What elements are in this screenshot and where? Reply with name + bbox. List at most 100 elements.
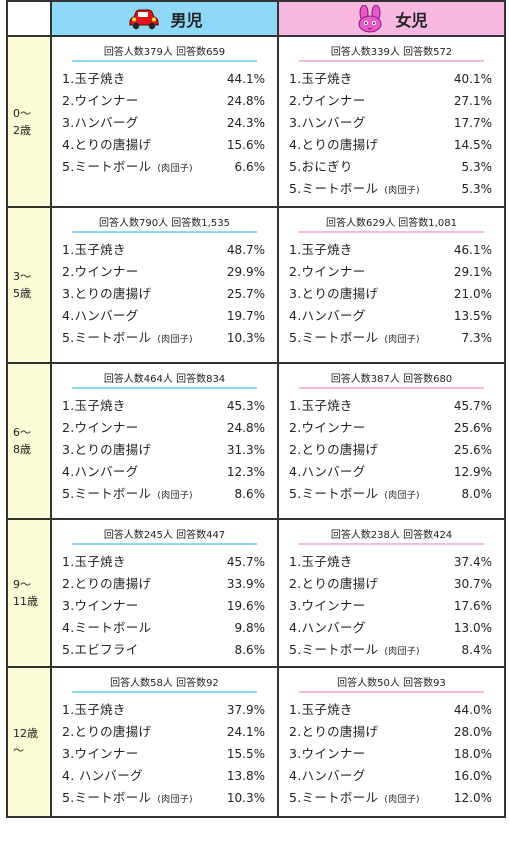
boy-ranking-cell: 回答人数790人 回答数1,535 1.玉子焼き 48.7% 2.ウインナー 29.9%… <box>50 206 279 364</box>
ranking-item: 2.ウインナー 29.9% <box>62 261 265 283</box>
ranking-item-label: 5.ミートボール (肉団子) <box>62 787 193 811</box>
age-cell: 12歳 ～ <box>6 666 52 818</box>
item-name: ミートボール <box>74 486 152 501</box>
age-label: 0～ 2歳 <box>13 106 31 137</box>
item-name: とりの唐揚げ <box>74 576 152 591</box>
boy-ranking-content: 回答人数245人 回答数447 1.玉子焼き 45.7% 2.とりの唐揚げ 33.9% 3… <box>52 520 277 661</box>
item-percentage: 24.3% <box>226 116 265 130</box>
ranking-item: 1.玉子焼き 48.7% <box>62 239 265 261</box>
rank-number: 1. <box>289 242 302 257</box>
item-name: 玉子焼き <box>301 71 353 86</box>
age-cell: 0～ 2歳 <box>6 35 52 208</box>
girl-ranking-cell: 回答人数387人 回答数680 1.玉子焼き 45.7% 2.ウインナー 25.6% 2.… <box>277 362 506 520</box>
ranking-item: 4.ハンバーグ 12.9% <box>289 461 492 483</box>
item-name: ミートボール <box>301 642 379 657</box>
item-percentage: 8.6% <box>234 487 266 501</box>
ranking-item-label: 2.ウインナー <box>62 261 139 282</box>
ranking-item-label: 1.玉子焼き <box>62 68 126 89</box>
boy-ranking-content: 回答人数58人 回答数92 1.玉子焼き 37.9% 2.とりの唐揚げ 24.1% 3.ウ… <box>52 668 277 811</box>
ranking-item: 2.とりの唐揚げ 30.7% <box>289 573 492 595</box>
item-name: ウインナー <box>74 93 139 108</box>
rank-number: 2. <box>289 442 302 457</box>
item-name: ミートボール <box>74 159 152 174</box>
ranking-item-label: 5.エビフライ <box>62 639 139 660</box>
rank-number: 1. <box>289 554 302 569</box>
ranking-item: 4.ミートボール 9.8% <box>62 617 265 639</box>
rank-number: 2. <box>289 724 302 739</box>
ranking-item-label: 5.ミートボール (肉団子) <box>62 483 193 507</box>
ranking-item: 5.おにぎり 5.3% <box>289 156 492 178</box>
item-percentage: 7.3% <box>461 331 493 345</box>
respondent-summary: 回答人数379人 回答数659 <box>72 43 257 62</box>
respondent-summary: 回答人数629人 回答数1,081 <box>299 214 484 233</box>
item-percentage: 21.0% <box>453 287 492 301</box>
item-percentage: 27.1% <box>453 94 492 108</box>
item-percentage: 25.7% <box>226 287 265 301</box>
car-icon <box>129 9 159 29</box>
respondent-summary: 回答人数238人 回答数424 <box>299 526 484 545</box>
ranking-item: 2.とりの唐揚げ 25.6% <box>289 439 492 461</box>
item-name: ウインナー <box>74 746 139 761</box>
ranking-item-label: 1.玉子焼き <box>62 551 126 572</box>
rank-number: 4. <box>289 464 302 479</box>
rank-number: 2. <box>62 576 75 591</box>
item-name: とりの唐揚げ <box>301 442 379 457</box>
ranking-item: 3.ハンバーグ 24.3% <box>62 112 265 134</box>
ranking-item: 1.玉子焼き 37.4% <box>289 551 492 573</box>
item-name: ウインナー <box>301 598 366 613</box>
ranking-item-label: 2.ウインナー <box>289 90 366 111</box>
ranking-item: 4.とりの唐揚げ 14.5% <box>289 134 492 156</box>
item-name: 玉子焼き <box>301 398 353 413</box>
item-percentage: 13.5% <box>453 309 492 323</box>
item-name: 玉子焼き <box>74 702 126 717</box>
ranking-item-label: 3.ハンバーグ <box>62 112 139 133</box>
item-percentage: 24.8% <box>226 421 265 435</box>
rank-number: 2. <box>289 420 302 435</box>
age-group-row: 9～ 11歳 回答人数245人 回答数447 1.玉子焼き 45.7% 2.とりの唐揚げ… <box>6 518 506 668</box>
age-label: 3～ 5歳 <box>13 270 31 300</box>
boy-ranking-content: 回答人数379人 回答数659 1.玉子焼き 44.1% 2.ウインナー 24.8% 3.… <box>52 37 277 180</box>
rank-number: 4. <box>62 620 75 635</box>
item-percentage: 10.3% <box>226 331 265 345</box>
item-name: ハンバーグ <box>74 308 139 323</box>
ranking-item: 2.ウインナー 27.1% <box>289 90 492 112</box>
item-percentage: 14.5% <box>453 138 492 152</box>
ranking-item: 4.ハンバーグ 16.0% <box>289 765 492 787</box>
ranking-item-label: 1.玉子焼き <box>62 395 126 416</box>
rank-number: 5. <box>62 642 75 657</box>
item-percentage: 33.9% <box>226 577 265 591</box>
ranking-item-label: 2.とりの唐揚げ <box>62 573 151 594</box>
ranking-item: 5.ミートボール (肉団子) 5.3% <box>289 178 492 202</box>
rank-number: 1. <box>289 702 302 717</box>
item-name: 玉子焼き <box>74 71 126 86</box>
rank-number: 5. <box>289 330 302 345</box>
ranking-item: 3.ウインナー 17.6% <box>289 595 492 617</box>
girl-header: 女児 <box>277 0 506 37</box>
ranking-item: 4.ハンバーグ 19.7% <box>62 305 265 327</box>
ranking-item-label: 5.ミートボール (肉団子) <box>289 178 420 202</box>
item-note: (肉団子) <box>384 647 420 657</box>
ranking-item: 1.玉子焼き 45.7% <box>289 395 492 417</box>
girl-ranking-content: 回答人数238人 回答数424 1.玉子焼き 37.4% 2.とりの唐揚げ 30.7% 3… <box>279 520 504 663</box>
ranking-item-label: 1.玉子焼き <box>289 395 353 416</box>
ranking-item: 4.ハンバーグ 13.0% <box>289 617 492 639</box>
corner-cell <box>6 0 52 37</box>
item-percentage: 13.0% <box>453 621 492 635</box>
ranking-item-label: 4.ハンバーグ <box>289 617 366 638</box>
item-percentage: 5.3% <box>461 182 493 196</box>
item-note: (肉団子) <box>384 795 420 805</box>
item-name: エビフライ <box>74 642 139 657</box>
item-percentage: 25.6% <box>453 443 492 457</box>
ranking-item-label: 4.ハンバーグ <box>62 461 139 482</box>
rank-number: 5. <box>289 642 302 657</box>
item-percentage: 17.6% <box>453 599 492 613</box>
item-name: ミートボール <box>301 486 379 501</box>
item-name: ハンバーグ <box>301 620 366 635</box>
ranking-item: 3.とりの唐揚げ 21.0% <box>289 283 492 305</box>
header-row: 男児 女児 <box>6 0 506 37</box>
rank-number: 5. <box>62 790 75 805</box>
rank-number: 3. <box>289 286 302 301</box>
item-name: 玉子焼き <box>301 242 353 257</box>
ranking-item-label: 4.とりの唐揚げ <box>62 134 151 155</box>
age-group-row: 12歳 ～回答人数58人 回答数92 1.玉子焼き 37.9% 2.とりの唐揚げ 24.… <box>6 666 506 818</box>
